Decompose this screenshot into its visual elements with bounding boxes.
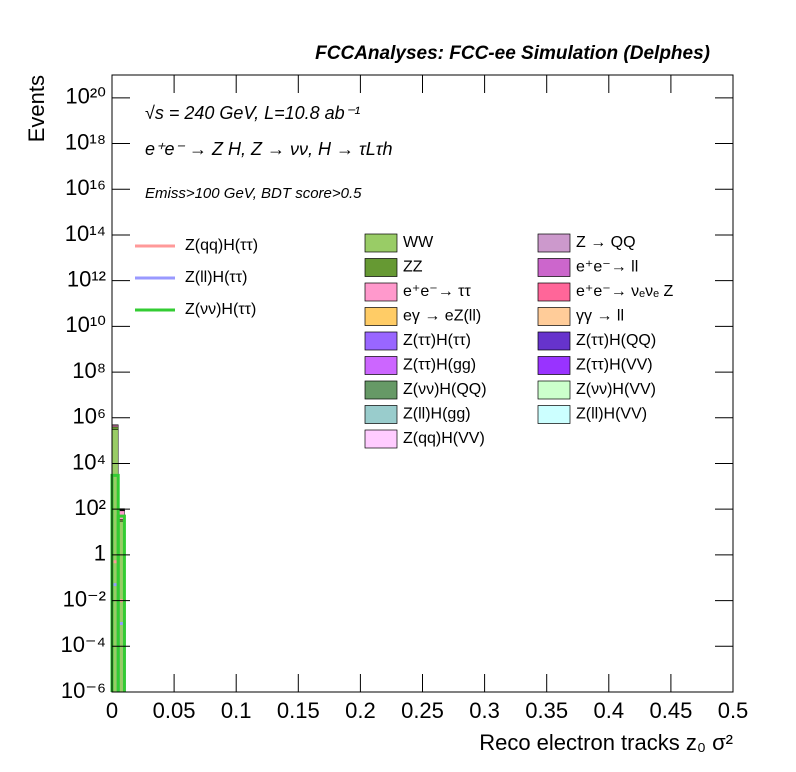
legend-swatch [364, 233, 398, 253]
legend-label: Z(ll)H(ττ) [185, 269, 247, 286]
legend-swatch [537, 282, 571, 302]
y-axis-label: Events [24, 75, 49, 142]
legend-swatch [537, 233, 571, 253]
legend-label: Z(ττ)H(QQ) [576, 332, 656, 349]
y-tick-label: 1 [94, 541, 106, 566]
legend-label: Z(qq)H(ττ) [185, 237, 258, 254]
legend-swatch [537, 356, 571, 375]
legend-swatch [364, 356, 398, 375]
legend-label: Z(ττ)H(gg) [403, 357, 476, 374]
x-tick-label: 0.2 [345, 698, 376, 723]
legend-label: γγ → ll [576, 308, 624, 325]
legend-swatch [537, 405, 571, 424]
x-tick-label: 0.5 [718, 698, 749, 723]
legend-swatch [537, 307, 571, 326]
legend-label: Z(νν)H(VV) [576, 381, 656, 398]
legend-label: Z(ll)H(gg) [403, 406, 471, 423]
histogram-bar [111, 426, 119, 430]
annotation: e⁺e⁻ → Z H, Z → νν, H → τLτh [145, 139, 393, 159]
legend-label: e⁺e⁻→ ll [576, 259, 638, 276]
legend-swatch [364, 429, 398, 449]
x-tick-label: 0.15 [277, 698, 320, 723]
x-tick-label: 0.35 [525, 698, 568, 723]
legend-swatch [537, 380, 571, 400]
signal-step [116, 514, 126, 692]
y-tick-label: 10⁸ [72, 358, 106, 383]
histogram-bar [111, 424, 119, 428]
y-tick-label: 10¹⁸ [65, 129, 106, 154]
y-tick-label: 10⁴ [72, 449, 106, 474]
legend-label: Z(ll)H(VV) [576, 406, 647, 423]
legend-swatch [364, 380, 398, 400]
legend-label: e⁺e⁻→ ττ [403, 283, 471, 300]
y-tick-label: 10⁻⁶ [61, 678, 106, 703]
x-tick-label: 0.4 [594, 698, 625, 723]
legend-swatch [364, 282, 398, 302]
y-tick-label: 10¹⁰ [65, 312, 106, 337]
y-tick-label: 10² [74, 495, 106, 520]
x-tick-label: 0.05 [153, 698, 196, 723]
x-tick-label: 0.45 [649, 698, 692, 723]
y-tick-label: 10⁶ [72, 404, 106, 429]
legend-swatch [364, 258, 398, 277]
legend-swatch [537, 258, 571, 277]
y-tick-label: 10²⁰ [65, 84, 106, 109]
legend-swatch [364, 331, 398, 351]
x-tick-label: 0.1 [221, 698, 252, 723]
x-tick-label: 0.25 [401, 698, 444, 723]
legend-label: Z(ττ)H(VV) [576, 357, 653, 374]
y-tick-label: 10¹⁴ [65, 221, 106, 246]
y-tick-label: 10⁻² [63, 586, 106, 611]
annotation: Emiss>100 GeV, BDT score>0.5 [145, 185, 362, 202]
y-tick-label: 10¹² [67, 266, 106, 291]
y-tick-label: 10⁻⁴ [60, 632, 106, 657]
legend-label: ZZ [403, 259, 423, 276]
legend-label: e⁺e⁻→ νₑνₑ Z [576, 283, 673, 300]
legend-label: WW [403, 234, 434, 251]
x-axis-label: Reco electron tracks z₀ σ² [479, 730, 733, 755]
y-tick-label: 10¹⁶ [65, 175, 106, 200]
x-tick-label: 0.3 [469, 698, 500, 723]
legend-label: Z(qq)H(VV) [403, 430, 485, 447]
legend-swatch [537, 331, 571, 351]
legend-label: Z(νν)H(QQ) [403, 381, 487, 398]
legend-label: Z(ττ)H(ττ) [403, 332, 471, 349]
legend-label: eγ → eZ(ll) [403, 308, 481, 325]
legend-swatch [364, 405, 398, 424]
annotation: √s = 240 GeV, L=10.8 ab⁻¹ [145, 103, 360, 123]
chart-title: FCCAnalyses: FCC-ee Simulation (Delphes) [315, 43, 710, 64]
legend-swatch [364, 307, 398, 326]
x-tick-label: 0 [106, 698, 118, 723]
legend-label: Z → QQ [576, 234, 636, 251]
legend-label: Z(νν)H(ττ) [185, 301, 256, 318]
